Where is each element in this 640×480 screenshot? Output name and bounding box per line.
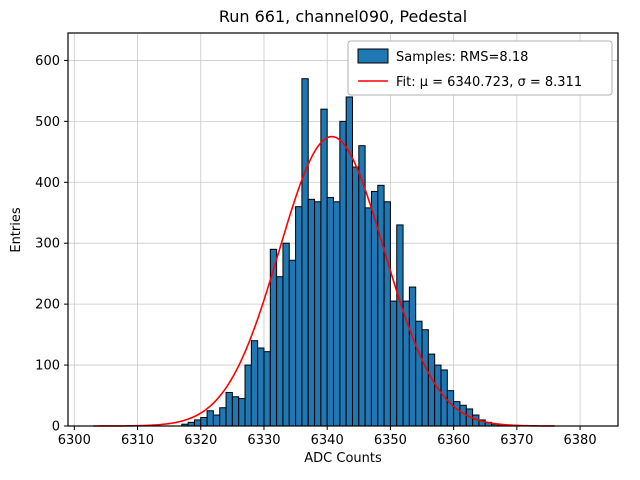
- axis-ticks: 6300 6310 6320 6330 6340 6350 6360 6370 6380 0 100…: [35, 54, 596, 448]
- histogram-bar: [364, 207, 372, 427]
- gaussian-fit-curve: [93, 135, 555, 427]
- histogram-bar: [339, 120, 347, 427]
- legend-swatch-samples: [357, 48, 389, 64]
- histogram-bar: [276, 276, 284, 427]
- x-tick-label: 6360: [437, 433, 470, 448]
- x-tick-label: 6350: [374, 433, 407, 448]
- histogram-bar: [389, 300, 398, 427]
- legend-label-samples: Samples: RMS=8.18: [396, 50, 528, 65]
- histogram-bar: [345, 96, 353, 427]
- histogram-bar: [326, 197, 335, 427]
- histogram-bar: [295, 206, 303, 427]
- histogram-bar: [415, 320, 423, 427]
- y-tick-label: 600: [35, 54, 60, 69]
- histogram-bar: [288, 259, 297, 427]
- y-tick-label: 0: [52, 420, 60, 435]
- y-tick-label: 300: [35, 237, 60, 252]
- legend-box: [347, 40, 613, 96]
- x-tick-label: 6340: [311, 433, 344, 448]
- x-tick-label: 6380: [564, 433, 597, 448]
- y-tick-label: 400: [35, 176, 60, 191]
- histogram-bar: [244, 364, 252, 427]
- fit-curve: [93, 135, 555, 427]
- histogram-bar: [225, 391, 233, 427]
- histogram-bar: [377, 184, 385, 427]
- histogram-bar: [459, 404, 467, 427]
- histogram-bar: [396, 224, 404, 427]
- chart-title: Run 661, channel090, Pedestal: [219, 7, 467, 26]
- histogram-bar: [282, 242, 290, 427]
- y-axis-label: Entries: [9, 207, 24, 253]
- x-tick-label: 6310: [121, 433, 154, 448]
- x-tick-label: 6320: [184, 433, 217, 448]
- histogram-bar: [200, 416, 208, 427]
- histogram-bar: [408, 286, 417, 427]
- histogram-bar: [427, 353, 436, 427]
- x-tick-label: 6370: [500, 433, 533, 448]
- histogram-bar: [193, 419, 202, 427]
- histogram-bar: [333, 201, 341, 427]
- histogram-bar: [421, 329, 429, 427]
- histogram-bar: [250, 340, 259, 427]
- legend-label-fit: Fit: μ = 6340.723, σ = 8.311: [396, 75, 582, 90]
- histogram-bars: [181, 78, 505, 427]
- legend: Samples: RMS=8.18 Fit: μ = 6340.723, σ =…: [347, 40, 613, 96]
- histogram-bar: [453, 401, 461, 427]
- histogram-bar: [320, 108, 328, 427]
- histogram-bar: [446, 390, 455, 427]
- histogram-bar: [238, 398, 246, 427]
- histogram-bar: [351, 166, 360, 427]
- y-tick-label: 200: [35, 298, 60, 313]
- histogram-bar: [231, 396, 240, 427]
- x-tick-label: 6330: [247, 433, 280, 448]
- histogram-bar: [206, 410, 214, 427]
- y-tick-label: 100: [35, 359, 60, 374]
- plot-border: [67, 32, 619, 427]
- histogram-bar: [257, 347, 265, 427]
- y-tick-label: 500: [35, 115, 60, 130]
- x-axis-label: ADC Counts: [304, 451, 382, 466]
- histogram-bar: [383, 201, 391, 427]
- histogram-bar: [263, 351, 271, 427]
- histogram-bar: [307, 198, 316, 427]
- histogram-bar: [212, 414, 221, 427]
- x-tick-label: 6300: [58, 433, 91, 448]
- histogram-bar: [301, 78, 309, 427]
- histogram-bar: [434, 364, 442, 427]
- histogram-bar: [219, 407, 227, 427]
- histogram-bar: [314, 201, 322, 427]
